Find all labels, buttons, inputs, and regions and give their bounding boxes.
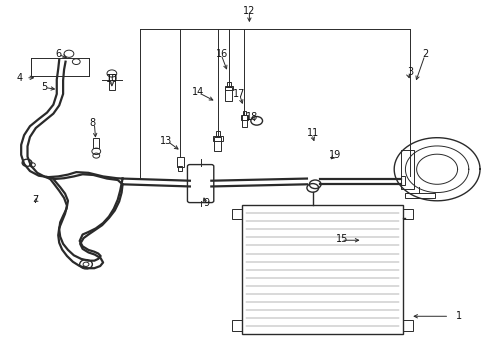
Text: 16: 16	[216, 49, 228, 59]
Text: 11: 11	[306, 129, 318, 138]
Bar	[402, 209, 412, 220]
Bar	[224, 86, 233, 90]
Bar	[109, 74, 115, 90]
Bar	[226, 82, 230, 87]
Bar	[242, 205, 402, 334]
Bar	[225, 87, 232, 101]
Bar	[400, 176, 405, 185]
Bar	[214, 137, 221, 151]
Bar	[212, 135, 222, 140]
Bar	[241, 116, 247, 127]
Text: 17: 17	[233, 89, 245, 99]
Text: 9: 9	[203, 198, 209, 208]
Text: 8: 8	[89, 118, 95, 128]
Text: 6: 6	[55, 49, 61, 59]
Text: 12: 12	[243, 6, 255, 16]
Text: 13: 13	[160, 136, 172, 145]
Bar	[93, 138, 99, 148]
Text: 2: 2	[421, 49, 427, 59]
Bar	[405, 193, 434, 198]
Text: 18: 18	[245, 112, 257, 122]
Bar	[31, 58, 89, 76]
Bar	[240, 116, 248, 120]
Bar	[402, 320, 412, 330]
Text: 1: 1	[455, 311, 461, 321]
Bar	[232, 320, 242, 330]
Bar	[232, 209, 242, 220]
Text: 15: 15	[335, 234, 347, 244]
Text: 4: 4	[16, 73, 22, 83]
Bar	[400, 149, 413, 189]
Bar	[243, 111, 245, 116]
Text: 3: 3	[407, 67, 412, 77]
Text: 5: 5	[41, 82, 48, 92]
Text: 10: 10	[105, 74, 118, 84]
Text: 19: 19	[328, 150, 340, 160]
Bar	[176, 157, 183, 167]
Text: 14: 14	[192, 87, 204, 97]
Bar	[178, 166, 182, 171]
Text: 7: 7	[33, 195, 39, 205]
Bar	[215, 131, 219, 136]
